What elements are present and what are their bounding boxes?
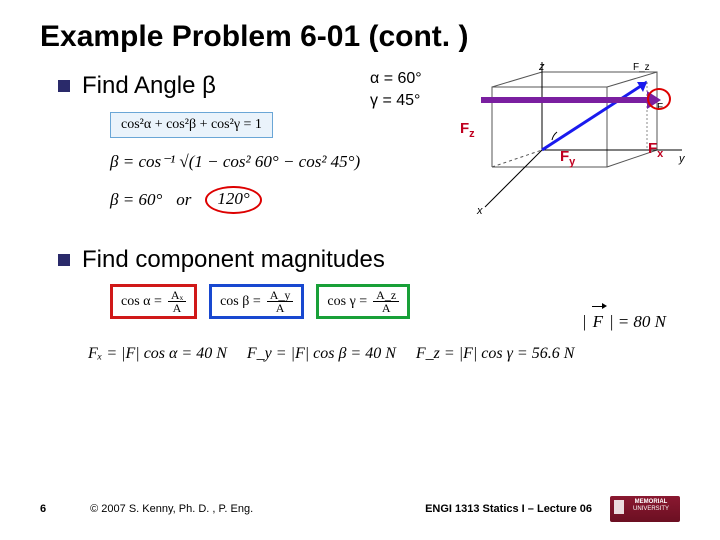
force-magnitude-value: = 80 N [618,312,666,332]
slide: Example Problem 6-01 (cont. ) Find Angle… [0,0,720,540]
fy-annotation: Fy [560,148,575,168]
cos-gamma-box: cos γ = A_zA [316,284,410,319]
bullet-icon [58,80,70,92]
fy-result: F_y = |F| cos β = 40 N [247,345,396,363]
footer: 6 © 2007 S. Kenny, Ph. D. , P. Eng. ENGI… [0,496,720,522]
course-label: ENGI 1313 Statics I – Lecture 06 [425,503,592,515]
beta-equals: β = 60° [110,190,162,210]
fz-result: F_z = |F| cos γ = 56.6 N [416,345,574,363]
beta-or: or [176,190,191,210]
svg-text:F_z: F_z [633,62,650,73]
bullet-1-text: Find Angle β [82,72,216,100]
force-vector-symbol: F [591,312,605,332]
fx-annotation: Fx [648,140,663,160]
force-magnitude: |F| = 80 N [582,312,666,332]
fx-result: Fₓ = |F| cos α = 40 N [88,345,227,363]
university-logo: MEMORIAL UNIVERSITY [610,496,680,522]
red-circle-tip [647,88,671,110]
component-results: Fₓ = |F| cos α = 40 N F_y = |F| cos β = … [88,345,680,363]
copyright: © 2007 S. Kenny, Ph. D. , P. Eng. [90,503,253,515]
bullet-2: Find component magnitudes [58,246,680,274]
page-number: 6 [40,503,46,515]
page-title: Example Problem 6-01 (cont. ) [40,20,680,54]
axis-x-label: x [476,205,483,217]
gamma-value: γ = 45° [370,90,422,112]
direction-cosine-identity: cos²α + cos²β + cos²γ = 1 [110,112,273,138]
axis-y-label: y [678,153,686,165]
purple-arrow [481,97,651,103]
section-2: Find component magnitudes |F| = 80 N cos… [40,246,680,363]
given-angles: α = 60° γ = 45° [370,68,422,113]
cos-alpha-box: cos α = AₓA [110,284,197,319]
bullet-icon [58,254,70,266]
beta-circled-answer: 120° [205,186,261,214]
alpha-value: α = 60° [370,68,422,90]
cos-beta-box: cos β = A_yA [209,284,304,319]
fz-annotation: Fz [460,120,475,140]
bullet-2-text: Find component magnitudes [82,246,385,274]
axis-z-label: z [538,62,545,73]
